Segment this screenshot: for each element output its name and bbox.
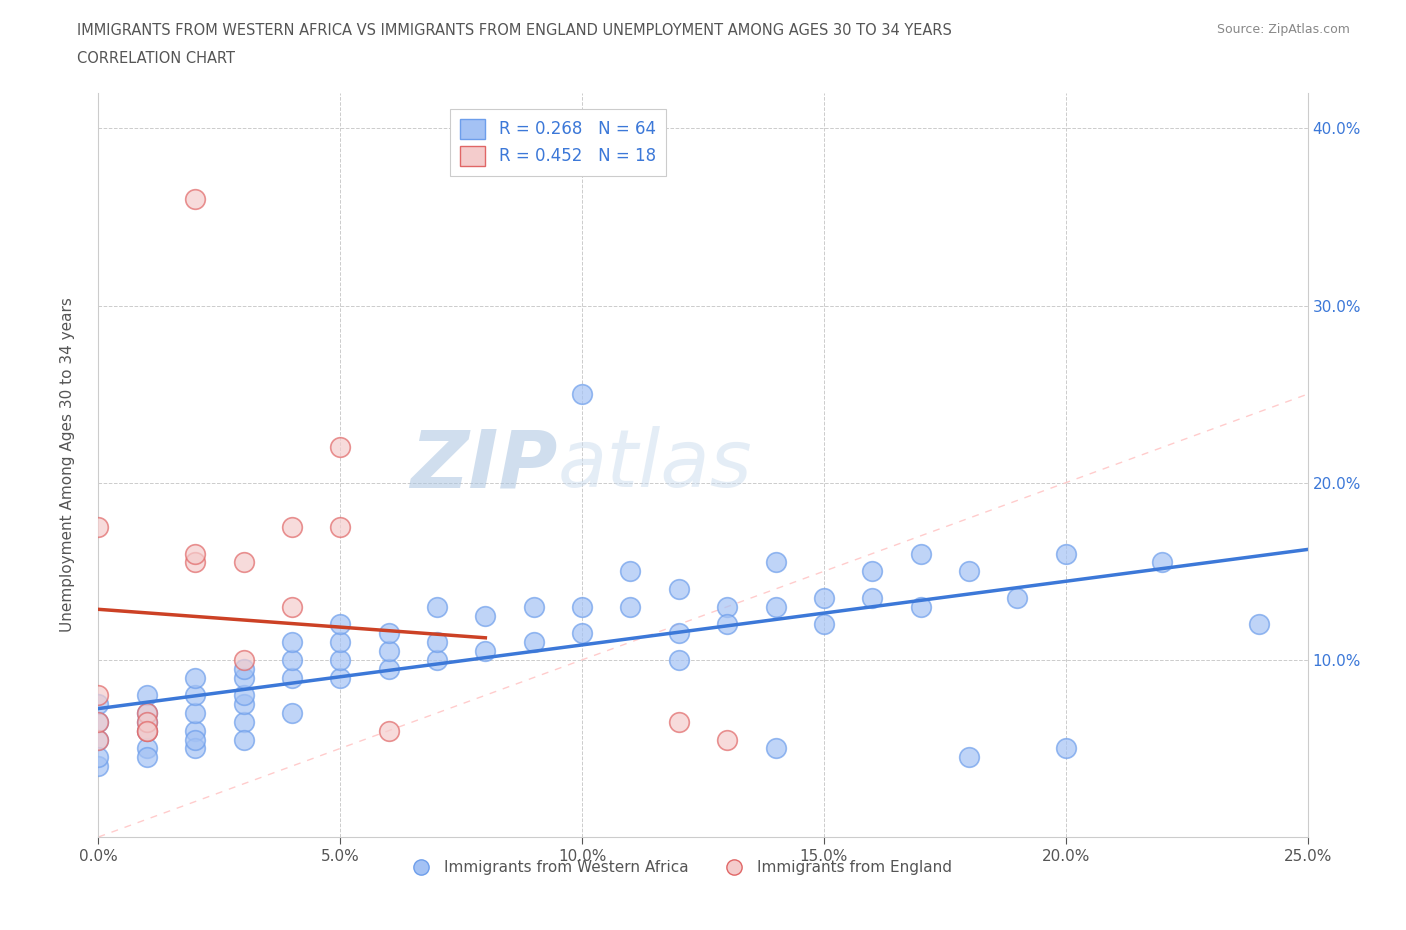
Point (281, 706, 304, 721)
Text: CORRELATION CHART: CORRELATION CHART (77, 51, 235, 66)
Point (716, 617, 738, 631)
Point (668, 714, 690, 729)
Point (87, 520, 110, 535)
Point (184, 671, 207, 685)
Text: IMMIGRANTS FROM WESTERN AFRICA VS IMMIGRANTS FROM ENGLAND UNEMPLOYMENT AMONG AGE: IMMIGRANTS FROM WESTERN AFRICA VS IMMIGR… (77, 23, 952, 38)
Point (184, 706, 207, 721)
Point (329, 617, 352, 631)
Point (474, 608, 496, 623)
Point (1152, 555, 1174, 570)
Point (523, 599, 546, 614)
Point (232, 714, 254, 729)
Point (232, 653, 254, 668)
Point (1054, 741, 1077, 756)
Point (426, 599, 449, 614)
Point (910, 599, 932, 614)
Point (281, 634, 304, 649)
Point (329, 671, 352, 685)
Point (716, 732, 738, 747)
Point (377, 626, 399, 641)
Point (87, 750, 110, 764)
Point (184, 688, 207, 703)
Point (813, 591, 835, 605)
Point (184, 192, 207, 206)
Point (87, 714, 110, 729)
Point (329, 520, 352, 535)
Point (619, 564, 641, 578)
Point (87, 714, 110, 729)
Point (281, 599, 304, 614)
Point (377, 644, 399, 658)
Point (571, 387, 593, 402)
Point (1007, 591, 1029, 605)
Point (329, 653, 352, 668)
Point (1249, 617, 1271, 631)
Point (523, 634, 546, 649)
Point (281, 671, 304, 685)
Point (232, 671, 254, 685)
Point (232, 688, 254, 703)
Point (135, 714, 157, 729)
Point (957, 750, 980, 764)
Text: ZIP: ZIP (411, 426, 558, 504)
Point (1054, 546, 1077, 561)
Point (474, 644, 496, 658)
Text: atlas: atlas (558, 426, 752, 504)
Point (87, 688, 110, 703)
Point (184, 732, 207, 747)
Point (281, 520, 304, 535)
Point (87, 732, 110, 747)
Point (910, 546, 932, 561)
Text: Source: ZipAtlas.com: Source: ZipAtlas.com (1216, 23, 1350, 36)
Point (135, 724, 157, 738)
Point (184, 741, 207, 756)
Point (860, 591, 883, 605)
Point (571, 626, 593, 641)
Point (765, 741, 787, 756)
Point (232, 732, 254, 747)
Legend: Immigrants from Western Africa, Immigrants from England: Immigrants from Western Africa, Immigran… (399, 855, 959, 882)
Point (765, 555, 787, 570)
Point (957, 564, 980, 578)
Point (87, 697, 110, 711)
Point (135, 706, 157, 721)
Point (135, 750, 157, 764)
Point (668, 653, 690, 668)
Point (135, 724, 157, 738)
Point (765, 599, 787, 614)
Point (813, 617, 835, 631)
Point (232, 697, 254, 711)
Point (426, 634, 449, 649)
Point (329, 440, 352, 455)
Point (716, 599, 738, 614)
Point (619, 599, 641, 614)
Point (281, 653, 304, 668)
Point (87, 732, 110, 747)
Point (135, 724, 157, 738)
Point (232, 661, 254, 676)
Point (184, 724, 207, 738)
Point (571, 599, 593, 614)
Point (184, 555, 207, 570)
Point (135, 688, 157, 703)
Point (426, 653, 449, 668)
Point (860, 564, 883, 578)
Point (87, 759, 110, 774)
Point (329, 634, 352, 649)
Point (184, 546, 207, 561)
Point (135, 714, 157, 729)
Point (377, 661, 399, 676)
Y-axis label: Unemployment Among Ages 30 to 34 years: Unemployment Among Ages 30 to 34 years (60, 298, 75, 632)
Point (668, 581, 690, 596)
Point (135, 741, 157, 756)
Point (232, 555, 254, 570)
Point (377, 724, 399, 738)
Point (668, 626, 690, 641)
Point (135, 706, 157, 721)
